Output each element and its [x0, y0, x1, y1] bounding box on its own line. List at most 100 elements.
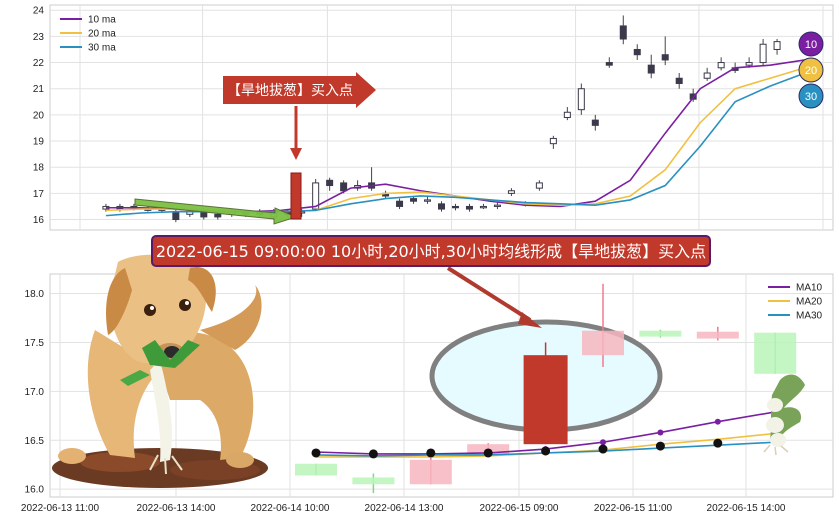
- top-candle-body: [424, 199, 432, 202]
- bottom-marker: [368, 449, 378, 459]
- ma-badge: [798, 83, 824, 109]
- bottom-y-tick-label: 17.0: [25, 387, 45, 398]
- bottom-x-tick-label: 2022-06-13 14:00: [137, 503, 216, 514]
- bottom-legend: MA10 MA20 MA30: [768, 283, 823, 322]
- bottom-legend-label: MA20: [796, 297, 823, 308]
- bottom-marker: [655, 441, 665, 451]
- ma-badge-label: 10: [805, 39, 817, 51]
- top-candle-body: [703, 72, 711, 79]
- bottom-candle-body: [352, 477, 395, 485]
- top-candle-body: [773, 41, 781, 50]
- top-candle-body: [577, 88, 585, 111]
- bottom-y-tick-label: 18.0: [25, 289, 45, 300]
- top-candle-body: [745, 62, 753, 66]
- bottom-marker: [483, 448, 493, 458]
- bottom-candle-body: [582, 330, 624, 356]
- top-candle-body: [759, 43, 767, 64]
- top-y-tick-label: 22: [33, 58, 45, 69]
- top-gridlines: [50, 5, 833, 230]
- top-candle-body: [465, 205, 473, 210]
- top-legend-label: 20 ma: [88, 29, 116, 40]
- top-price-chart: 16 17 18 19 20 21 22 23 24 10 ma 20 ma 30 ma 10 20 3…: [33, 4, 834, 231]
- top-candle-body: [717, 62, 725, 69]
- bottom-marker: [311, 448, 321, 458]
- top-y-tick-label: 23: [33, 32, 45, 43]
- top-legend-label: 30 ma: [88, 43, 116, 54]
- bottom-y-axis: 16.0 16.5 17.0 17.5 18.0: [25, 289, 45, 496]
- bottom-y-tick-label: 16.5: [25, 436, 45, 447]
- bottom-x-tick-label: 2022-06-13 11:00: [21, 503, 100, 514]
- top-legend: 10 ma 20 ma 30 ma: [60, 15, 116, 54]
- bottom-ma10-point: [600, 439, 606, 446]
- top-candle-body: [410, 198, 418, 202]
- bottom-candle-body: [696, 331, 739, 339]
- top-candle-body: [647, 64, 655, 74]
- bottom-candle-body: [754, 332, 797, 374]
- leek-illustration: [763, 374, 805, 456]
- top-candle-body: [340, 182, 348, 192]
- top-candle-body: [549, 137, 557, 145]
- top-candle-body: [605, 62, 613, 66]
- top-candles: [102, 15, 781, 223]
- bottom-x-tick-label: 2022-06-14 13:00: [365, 503, 444, 514]
- bottom-legend-label: MA30: [796, 311, 823, 322]
- bottom-marker: [426, 448, 436, 458]
- signal-banner: 2022-06-15 09:00:00 10小时,20小时,30小时均线形成【旱…: [151, 235, 711, 267]
- top-y-tick-label: 18: [33, 163, 45, 174]
- top-candle-body: [214, 213, 222, 218]
- bottom-marker: [598, 444, 608, 454]
- bottom-candle-body: [409, 459, 452, 485]
- top-candle-body: [535, 182, 543, 189]
- top-y-tick-label: 19: [33, 137, 45, 148]
- top-candle-body: [326, 179, 334, 187]
- bottom-candle-body: [639, 330, 682, 337]
- bottom-ma10-point: [657, 429, 664, 436]
- bottom-ma10-point: [714, 418, 721, 425]
- top-y-tick-label: 24: [33, 6, 45, 17]
- top-y-tick-label: 16: [33, 215, 45, 226]
- bottom-x-axis: 2022-06-13 11:00 2022-06-13 14:00 2022-06-…: [21, 503, 786, 514]
- bottom-x-tick-label: 2022-06-14 10:00: [251, 503, 330, 514]
- top-y-axis: 16 17 18 19 20 21 22 23 24: [33, 6, 45, 226]
- top-candle-body: [172, 211, 180, 221]
- top-candle-body: [675, 77, 683, 84]
- bottom-x-tick-label: 2022-06-15 09:00: [480, 503, 559, 514]
- bottom-ma-lines: [311, 408, 780, 459]
- bottom-x-tick-label: 2022-06-15 14:00: [707, 503, 786, 514]
- bottom-legend-label: MA10: [796, 283, 823, 294]
- buy-point-label: 【旱地拔葱】买入点: [227, 83, 353, 99]
- bottom-x-tick-label: 2022-06-15 11:00: [594, 503, 673, 514]
- top-candle-body: [507, 190, 515, 194]
- top-candle-body: [479, 205, 487, 209]
- bottom-candle-body: [295, 463, 337, 476]
- top-candle-body: [451, 205, 459, 209]
- bottom-y-tick-label: 16.0: [25, 485, 45, 496]
- top-legend-label: 10 ma: [88, 15, 116, 26]
- trend-arrow: [134, 198, 298, 225]
- top-candle-body: [312, 182, 320, 210]
- top-plot-frame: [49, 4, 834, 231]
- ma-badge-label: 30: [805, 91, 817, 103]
- ma-badge: [798, 31, 824, 57]
- ma-badge: [798, 57, 824, 83]
- top-candle-body: [619, 25, 627, 40]
- top-candle-body: [438, 203, 445, 210]
- dog-pulling-leek-illustration: [52, 254, 268, 488]
- top-candle-body: [591, 119, 599, 126]
- bottom-marker: [713, 438, 723, 448]
- bottom-y-tick-label: 17.5: [25, 338, 45, 349]
- bottom-candle-body: [523, 355, 568, 445]
- top-y-tick-label: 21: [33, 84, 45, 95]
- bottom-marker: [541, 446, 551, 456]
- ma-badge-label: 20: [805, 65, 817, 77]
- top-y-tick-label: 17: [33, 189, 45, 200]
- top-candle-body: [633, 48, 641, 56]
- banner-pointer-arrow: [446, 266, 542, 328]
- signal-banner-text: 2022-06-15 09:00:00 10小时,20小时,30小时均线形成【旱…: [156, 242, 706, 261]
- buy-point-label-arrow: 【旱地拔葱】买入点: [223, 72, 376, 160]
- top-candle-body: [661, 54, 669, 61]
- buy-point-candle: [290, 172, 302, 220]
- top-y-tick-label: 20: [33, 110, 45, 121]
- ma-badges: 10 20 30: [798, 31, 824, 109]
- top-candle-body: [563, 111, 571, 118]
